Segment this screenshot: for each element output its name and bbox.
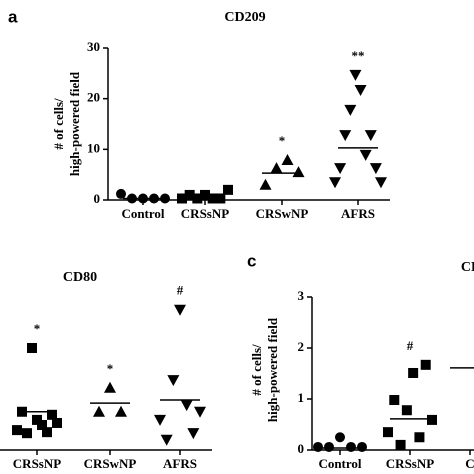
data-point: [194, 406, 206, 418]
significance-label: **: [352, 48, 365, 63]
data-point: [32, 414, 42, 425]
data-point: [313, 441, 323, 452]
data-point: [177, 193, 187, 204]
data-point: [334, 163, 347, 175]
significance-label: *: [107, 361, 114, 376]
data-point: [167, 375, 180, 387]
data-point: [104, 381, 116, 393]
data-point: [359, 149, 372, 161]
data-point: [427, 414, 437, 425]
data-point: [207, 193, 218, 204]
data-point: [357, 441, 367, 452]
x-tick-label: CRSsNP: [386, 456, 434, 471]
data-point: [37, 420, 47, 431]
y-axis-label: # of cells/high-powered field: [51, 71, 82, 176]
data-point: [187, 428, 200, 440]
data-point: [12, 425, 22, 436]
x-tick-label: Control: [318, 456, 361, 471]
data-point: [160, 193, 170, 204]
data-point: [335, 432, 345, 443]
data-point: [223, 184, 233, 195]
y-tick-label: 10: [87, 140, 100, 155]
y-tick-label: 0: [298, 441, 305, 456]
data-point: [383, 427, 393, 438]
x-tick-label: CRSwNP: [84, 456, 137, 471]
data-point: [324, 441, 334, 452]
data-point: [184, 189, 195, 200]
data-point: [349, 69, 362, 81]
y-tick-label: 0: [94, 191, 101, 206]
data-point: [160, 434, 173, 446]
data-point: [414, 432, 425, 443]
data-point: [180, 400, 193, 412]
panel-label: a: [8, 7, 18, 26]
data-point: [339, 130, 352, 142]
data-point: [369, 163, 382, 175]
data-point: [389, 395, 400, 406]
data-point: [115, 405, 127, 417]
data-point: [174, 304, 186, 316]
x-tick-label: C: [465, 456, 474, 471]
y-tick-label: 30: [87, 39, 100, 54]
data-point: [395, 439, 406, 450]
data-point: [52, 417, 62, 428]
y-axis-label-line: high-powered field: [67, 71, 82, 176]
y-tick-label: 3: [298, 288, 305, 303]
data-point: [116, 188, 126, 199]
chart-title: CD209: [224, 10, 265, 25]
data-point: [27, 343, 37, 353]
data-point: [192, 193, 203, 204]
data-point: [364, 130, 377, 142]
data-point: [354, 85, 367, 97]
data-point: [292, 166, 305, 178]
data-point: [270, 162, 283, 174]
significance-label: *: [279, 133, 286, 148]
panel-label: c: [247, 251, 256, 270]
y-axis-label-line: high-powered field: [265, 317, 280, 422]
y-axis-label-line: # of cells/: [249, 344, 264, 396]
data-point: [259, 178, 272, 190]
x-tick-label: AFRS: [163, 456, 197, 471]
data-point: [420, 359, 431, 370]
data-point: [329, 177, 341, 189]
data-point: [215, 193, 226, 204]
data-point: [281, 153, 294, 165]
y-axis-label-line: # of cells/: [51, 98, 66, 150]
x-tick-label: CRSsNP: [13, 456, 61, 471]
significance-label: #: [177, 283, 184, 298]
x-tick-label: CRSwNP: [256, 206, 309, 221]
y-tick-label: 2: [298, 339, 305, 354]
significance-label: #: [407, 338, 414, 353]
data-point: [42, 427, 52, 438]
chart-title: CD86: [461, 260, 474, 275]
data-point: [346, 441, 356, 452]
data-point: [93, 405, 105, 417]
x-tick-label: Control: [121, 206, 164, 221]
chart-title: CD80: [63, 270, 97, 285]
data-point: [154, 414, 166, 426]
data-point: [408, 367, 419, 378]
data-point: [401, 405, 412, 416]
data-point: [200, 189, 210, 200]
x-tick-label: CRSsNP: [181, 206, 229, 221]
data-point: [22, 428, 32, 439]
y-axis-label: # of cells/high-powered field: [249, 317, 280, 422]
data-point: [375, 177, 387, 189]
data-point: [344, 104, 357, 116]
y-tick-label: 1: [298, 390, 305, 405]
x-tick-label: AFRS: [341, 206, 375, 221]
significance-label: *: [34, 321, 41, 336]
y-tick-label: 20: [87, 90, 100, 105]
data-point: [47, 409, 57, 420]
